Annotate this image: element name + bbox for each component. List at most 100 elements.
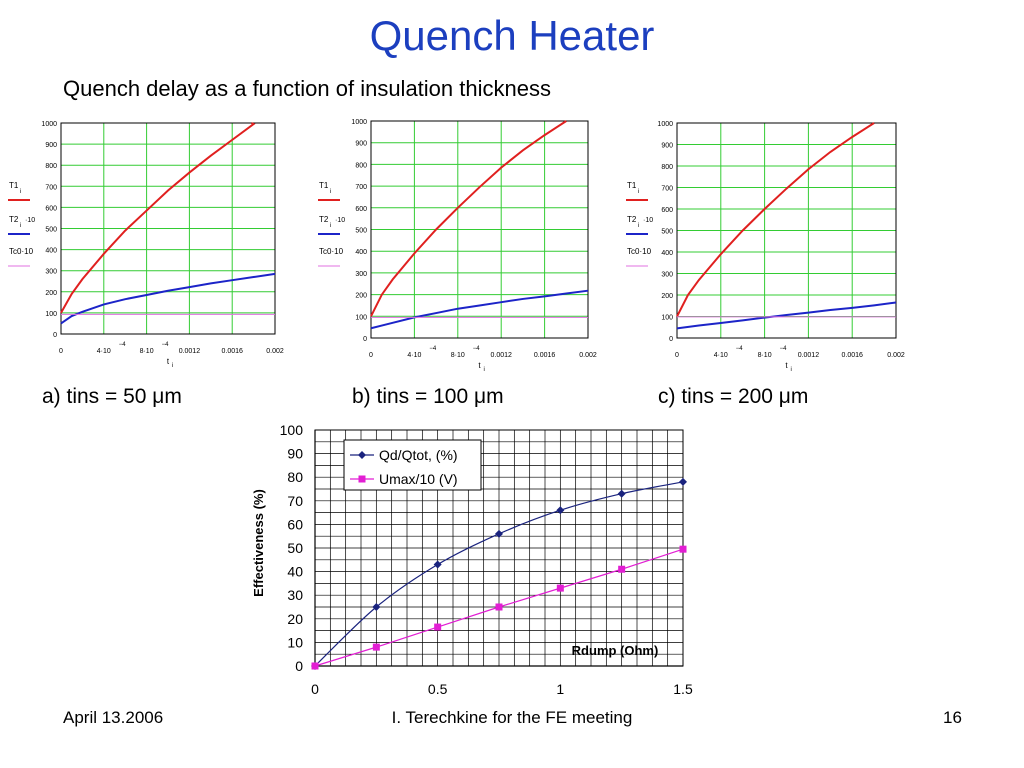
data-point bbox=[311, 662, 319, 670]
x-axis-label: t bbox=[785, 361, 788, 370]
legend-label: Tc0·10 bbox=[627, 247, 652, 256]
x-tick-label: 4·10 bbox=[97, 348, 111, 355]
legend-label: Qd/Qtot, (%) bbox=[379, 447, 458, 463]
series-line bbox=[370, 289, 589, 330]
chart-tins-200: 0 100 200 300 400 500 600 700 800 900 1000 0 4·10 −4 8… bbox=[626, 121, 905, 373]
x-tick-exponent: −4 bbox=[473, 346, 481, 352]
legend-label: Tc0·10 bbox=[319, 247, 344, 256]
data-point bbox=[495, 603, 503, 611]
series-line bbox=[60, 122, 256, 314]
y-tick-label: 700 bbox=[45, 184, 57, 191]
legend-label: T2 bbox=[319, 215, 329, 224]
data-point bbox=[618, 565, 626, 573]
x-tick-label: 1 bbox=[556, 681, 564, 697]
y-tick-label: 300 bbox=[661, 272, 673, 279]
plot-frame bbox=[676, 122, 897, 339]
series-line bbox=[676, 301, 897, 330]
legend-suffix: ·10 bbox=[643, 217, 653, 224]
y-tick-label: 300 bbox=[45, 269, 57, 276]
y-tick-label: 0 bbox=[363, 336, 367, 343]
y-tick-label: 80 bbox=[287, 469, 303, 485]
y-tick-label: 30 bbox=[287, 587, 303, 603]
legend-label: T2 bbox=[9, 215, 19, 224]
legend-label: T1 bbox=[9, 181, 19, 190]
slide-subtitle: Quench delay as a function of insulation… bbox=[63, 76, 551, 101]
legend-subscript: i bbox=[638, 223, 639, 229]
legend-subscript: i bbox=[330, 189, 331, 195]
y-tick-label: 70 bbox=[287, 493, 303, 509]
y-tick-label: 0 bbox=[53, 332, 57, 339]
y-tick-label: 900 bbox=[355, 141, 367, 148]
y-tick-label: 10 bbox=[287, 634, 303, 650]
legend-label: T1 bbox=[627, 181, 637, 190]
x-tick-exponent: −4 bbox=[736, 346, 744, 352]
x-tick-exponent: −4 bbox=[780, 346, 788, 352]
y-tick-label: 90 bbox=[287, 446, 303, 462]
legend-label: Umax/10 (V) bbox=[379, 471, 458, 487]
x-tick-label: 0 bbox=[369, 352, 373, 359]
y-tick-label: 1000 bbox=[351, 119, 367, 126]
x-tick-label: 0.5 bbox=[428, 681, 448, 697]
legend-subscript: i bbox=[20, 223, 21, 229]
legend-box bbox=[343, 439, 482, 491]
y-tick-label: 100 bbox=[45, 311, 57, 318]
legend-subscript: i bbox=[330, 223, 331, 229]
data-point bbox=[434, 623, 442, 631]
caption-a: a) tins = 50 μm bbox=[42, 385, 182, 408]
slide-title: Quench Heater bbox=[369, 12, 655, 59]
x-tick-label: 1.5 bbox=[673, 681, 693, 697]
data-point bbox=[556, 506, 565, 515]
data-point bbox=[556, 584, 564, 592]
chart-tins-50: 0 100 200 300 400 500 600 700 800 900 1000 0 4·10 −4 8… bbox=[8, 121, 284, 369]
y-tick-label: 800 bbox=[355, 162, 367, 169]
x-tick-exponent: −4 bbox=[429, 346, 437, 352]
y-tick-label: 700 bbox=[661, 186, 673, 193]
y-tick-label: 1000 bbox=[657, 121, 673, 128]
y-tick-label: 400 bbox=[45, 248, 57, 255]
x-tick-label: 0 bbox=[311, 681, 319, 697]
data-point bbox=[679, 545, 687, 553]
data-point bbox=[372, 603, 381, 611]
legend-suffix: ·10 bbox=[335, 217, 345, 224]
y-tick-label: 100 bbox=[661, 315, 673, 322]
x-tick-label: 0.0012 bbox=[798, 352, 820, 359]
y-tick-label: 700 bbox=[355, 184, 367, 191]
x-tick-label: 4·10 bbox=[407, 352, 421, 359]
y-tick-label: 1000 bbox=[41, 121, 57, 128]
data-point bbox=[433, 560, 442, 569]
x-axis-label-subscript: i bbox=[791, 367, 792, 373]
y-tick-label: 200 bbox=[661, 293, 673, 300]
y-tick-label: 600 bbox=[45, 205, 57, 212]
x-tick-label: 0.0012 bbox=[179, 348, 201, 355]
x-tick-label: 0.002 bbox=[266, 348, 284, 355]
page-number: 16 bbox=[943, 708, 962, 727]
x-axis-label-subscript: i bbox=[172, 363, 173, 369]
series-line bbox=[370, 120, 567, 317]
x-tick-label: 0.0012 bbox=[490, 352, 512, 359]
data-point bbox=[372, 643, 380, 651]
y-tick-label: 800 bbox=[661, 164, 673, 171]
y-tick-label: 900 bbox=[661, 143, 673, 150]
series-line bbox=[60, 272, 276, 325]
y-tick-label: 300 bbox=[355, 271, 367, 278]
y-tick-label: 500 bbox=[661, 229, 673, 236]
series-line bbox=[676, 122, 875, 317]
x-tick-label: 4·10 bbox=[714, 352, 728, 359]
caption-b: b) tins = 100 μm bbox=[352, 385, 504, 408]
legend-suffix: ·10 bbox=[25, 217, 35, 224]
x-tick-exponent: −4 bbox=[119, 342, 127, 348]
x-tick-label: 8·10 bbox=[758, 352, 772, 359]
x-axis-label: t bbox=[478, 361, 481, 370]
y-tick-label: 400 bbox=[355, 249, 367, 256]
chart-tins-100: 0 100 200 300 400 500 600 700 800 900 1000 0 4·10 −4 8… bbox=[318, 119, 597, 373]
y-tick-label: 500 bbox=[45, 227, 57, 234]
x-tick-label: 0.0016 bbox=[221, 348, 243, 355]
x-tick-label: 8·10 bbox=[451, 352, 465, 359]
y-tick-label: 800 bbox=[45, 163, 57, 170]
data-point bbox=[679, 477, 687, 486]
y-tick-label: 100 bbox=[280, 422, 304, 438]
caption-c: c) tins = 200 μm bbox=[658, 385, 809, 408]
y-tick-label: 60 bbox=[287, 516, 303, 532]
footer-date: April 13.2006 bbox=[63, 708, 164, 727]
legend-label: T1 bbox=[319, 181, 329, 190]
